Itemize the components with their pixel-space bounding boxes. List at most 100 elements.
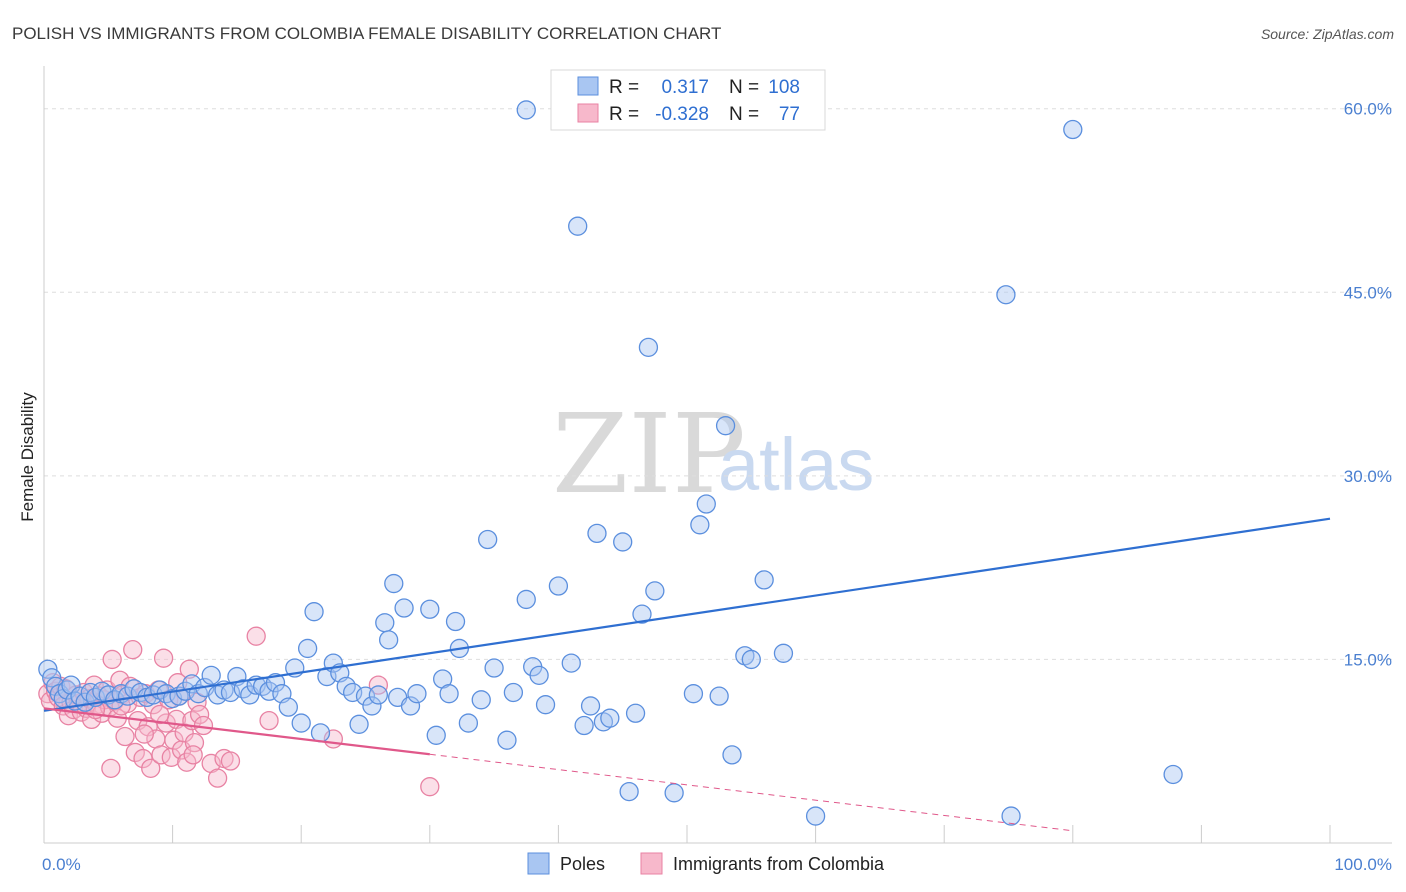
point-poles-57 [378,630,399,650]
point-colombia-64 [246,626,266,646]
point-poles-107 [996,285,1016,305]
point-poles-58 [384,573,404,594]
legend-label-poles: Poles [560,854,605,874]
point-colombia-68 [420,777,440,797]
point-poles-52 [349,714,369,734]
stats-n-value-colombia: 77 [779,104,800,125]
tick-labels: 15.0% 30.0% 45.0% 60.0% 0.0% 100.0% [42,100,1392,874]
point-poles-102 [754,570,774,590]
y-tick-label-0: 15.0% [1344,650,1392,669]
point-poles-108 [1163,764,1183,785]
point-colombia-59 [189,704,210,725]
point-poles-90 [632,604,652,624]
point-colombia-45 [153,648,174,668]
point-poles-43 [291,713,311,733]
point-poles-61 [400,696,421,716]
point-poles-101 [741,649,761,670]
point-poles-39 [265,673,286,693]
point-poles-84 [587,523,607,544]
point-colombia-63 [220,751,241,771]
point-colombia-61 [207,768,228,788]
point-colombia-25 [102,649,122,670]
point-poles-29 [201,665,221,685]
point-poles-73 [497,730,517,750]
stats-n-label-colombia: N = [729,104,759,125]
point-poles-66 [439,684,459,704]
legend: Poles Immigrants from Colombia [527,852,885,875]
point-poles-74 [503,682,524,703]
point-poles-96 [696,494,716,514]
point-colombia-67 [368,675,389,695]
point-poles-99 [722,745,742,765]
point-poles-46 [310,723,331,743]
point-colombia-65 [259,710,279,731]
stats-r-label-colombia: R = [609,104,639,125]
trend-line-colombia-extension [429,753,1073,832]
point-colombia-40 [141,758,161,778]
stats-r-value-poles: 0.317 [661,77,709,98]
point-poles-89 [625,703,646,723]
stats-r-label-poles: R = [609,77,639,98]
chart-title: POLISH VS IMMIGRANTS FROM COLOMBIA FEMAL… [12,24,721,43]
y-tick-label-1: 30.0% [1344,467,1392,486]
point-colombia-30 [115,726,135,747]
trend-line-poles [43,517,1331,712]
point-poles-109 [1001,806,1021,826]
point-poles-82 [574,715,594,736]
point-poles-83 [580,696,601,716]
point-poles-80 [561,653,581,673]
point-poles-64 [426,725,446,745]
point-poles-72 [484,658,504,678]
point-poles-86 [600,708,620,728]
point-poles-41 [278,697,298,717]
point-poles-45 [304,602,324,622]
point-poles-88 [619,781,639,802]
point-poles-93 [664,783,684,803]
point-poles-71 [478,529,498,550]
point-colombia-49 [164,730,184,750]
point-poles-97 [709,686,729,706]
watermark-zip: ZIP [552,390,746,518]
legend-swatch-colombia [640,852,663,875]
stats-swatch-colombia [577,103,599,123]
axes [43,66,1392,844]
point-poles-95 [690,515,710,535]
point-poles-75 [516,589,536,610]
point-poles-81 [568,216,588,236]
point-poles-79 [548,576,569,596]
watermark-atlas: atlas [718,423,874,506]
stats-swatch-poles [577,76,599,96]
legend-swatch-poles [527,852,550,875]
point-colombia-37 [133,748,153,769]
point-poles-105 [516,100,536,120]
point-poles-67 [445,611,466,632]
y-tick-label-3: 60.0% [1344,100,1392,119]
gridlines [44,108,1392,660]
stats-r-value-colombia: -0.328 [655,104,709,125]
point-colombia-55 [179,659,199,679]
stats-n-label-poles: N = [729,77,759,98]
point-poles-98 [715,416,736,436]
y-tick-label-2: 45.0% [1344,283,1392,302]
point-colombia-70 [101,758,121,778]
x-tick-label-0: 0.0% [42,855,81,874]
x-tick-label-1: 100.0% [1334,855,1392,874]
point-poles-106 [1063,119,1083,140]
legend-label-colombia: Immigrants from Colombia [673,854,885,874]
point-colombia-54 [177,752,197,772]
point-poles-104 [805,806,826,826]
point-poles-87 [613,532,633,552]
point-colombia-33 [123,639,143,660]
point-poles-70 [471,690,491,710]
trend-line-colombia [43,707,430,756]
stats-n-value-poles: 108 [768,77,800,98]
point-poles-94 [683,684,704,704]
point-poles-55 [368,685,389,705]
point-poles-54 [362,696,382,716]
y-axis-label: Female Disability [18,392,37,522]
point-poles-92 [645,581,665,601]
point-poles-63 [420,599,440,619]
point-poles-44 [297,638,318,659]
stats-box: R = 0.317 N = 108 R = -0.328 N = 77 [550,69,826,131]
